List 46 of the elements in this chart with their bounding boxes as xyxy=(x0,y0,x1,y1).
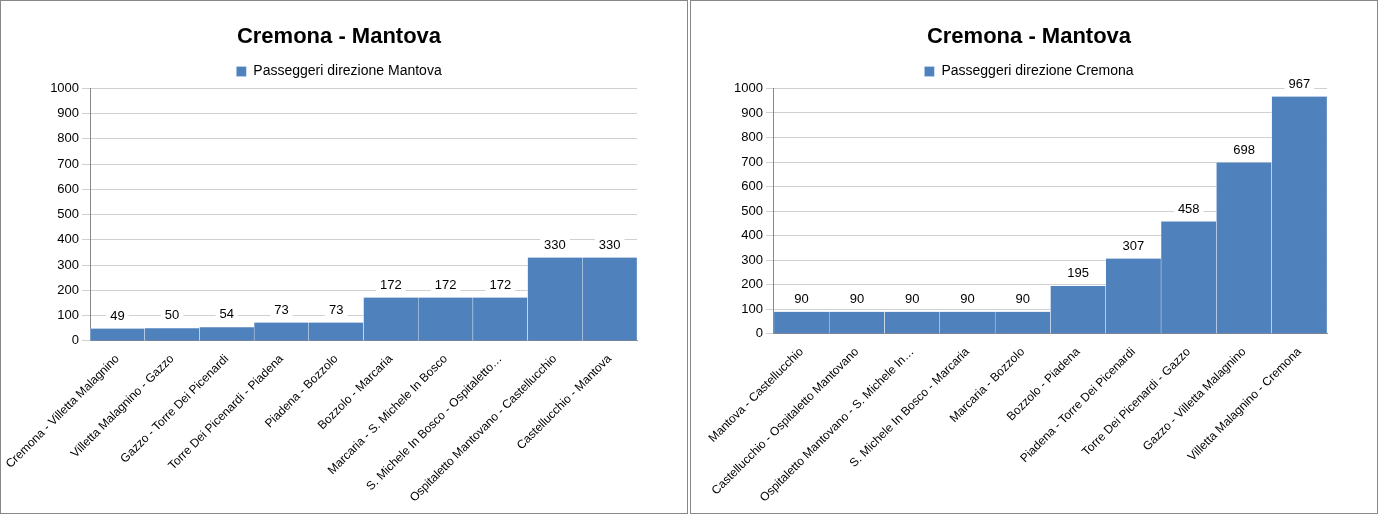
chart-title: Cremona - Mantova xyxy=(926,23,1132,49)
y-tick-label: 400 xyxy=(741,227,763,243)
legend-label: Passeggeri direzione Cremona xyxy=(941,62,1134,79)
y-tick-label: 500 xyxy=(741,202,763,218)
data-label: 172 xyxy=(434,276,457,292)
data-label: 172 xyxy=(489,276,512,292)
data-label: 330 xyxy=(598,236,621,252)
y-tick-label: 600 xyxy=(57,180,80,196)
y-tick-label: 700 xyxy=(57,155,80,171)
data-label: 73 xyxy=(328,301,344,317)
chart-title: Cremona - Mantova xyxy=(236,23,442,49)
data-label: 90 xyxy=(794,290,809,306)
data-label: 307 xyxy=(1122,237,1145,253)
y-tick-label: 200 xyxy=(741,276,763,292)
y-tick-label: 300 xyxy=(741,251,763,267)
y-tick-label: 100 xyxy=(741,300,763,316)
data-label: 49 xyxy=(110,307,125,323)
data-label: 195 xyxy=(1067,265,1089,281)
y-tick-label: 0 xyxy=(71,332,80,348)
y-tick-label: 500 xyxy=(57,206,80,222)
data-label: 90 xyxy=(849,290,865,306)
y-tick-label: 200 xyxy=(57,281,80,297)
data-label: 172 xyxy=(380,276,402,292)
y-tick-label: 900 xyxy=(57,105,80,121)
legend-label: Passeggeri direzione Mantova xyxy=(253,62,442,79)
y-tick-label: 900 xyxy=(741,104,763,120)
data-label: 330 xyxy=(544,236,566,252)
data-label: 458 xyxy=(1177,200,1200,216)
y-tick-label: 800 xyxy=(741,129,763,145)
y-tick-label: 400 xyxy=(57,231,80,247)
data-label: 73 xyxy=(274,301,289,317)
y-tick-label: 1000 xyxy=(50,79,80,95)
data-label: 50 xyxy=(164,307,180,323)
y-tick-label: 1000 xyxy=(734,79,763,95)
y-tick-label: 600 xyxy=(741,178,763,194)
data-label: 90 xyxy=(960,290,975,306)
data-label: 90 xyxy=(1015,290,1031,306)
data-label: 90 xyxy=(904,290,920,306)
y-tick-label: 300 xyxy=(57,256,80,272)
data-label: 698 xyxy=(1233,141,1255,157)
y-tick-label: 100 xyxy=(57,307,80,323)
y-tick-label: 0 xyxy=(755,325,763,341)
data-label: 967 xyxy=(1288,75,1311,91)
y-tick-label: 700 xyxy=(741,153,763,169)
data-label: 54 xyxy=(219,306,235,322)
y-tick-label: 800 xyxy=(57,130,80,146)
